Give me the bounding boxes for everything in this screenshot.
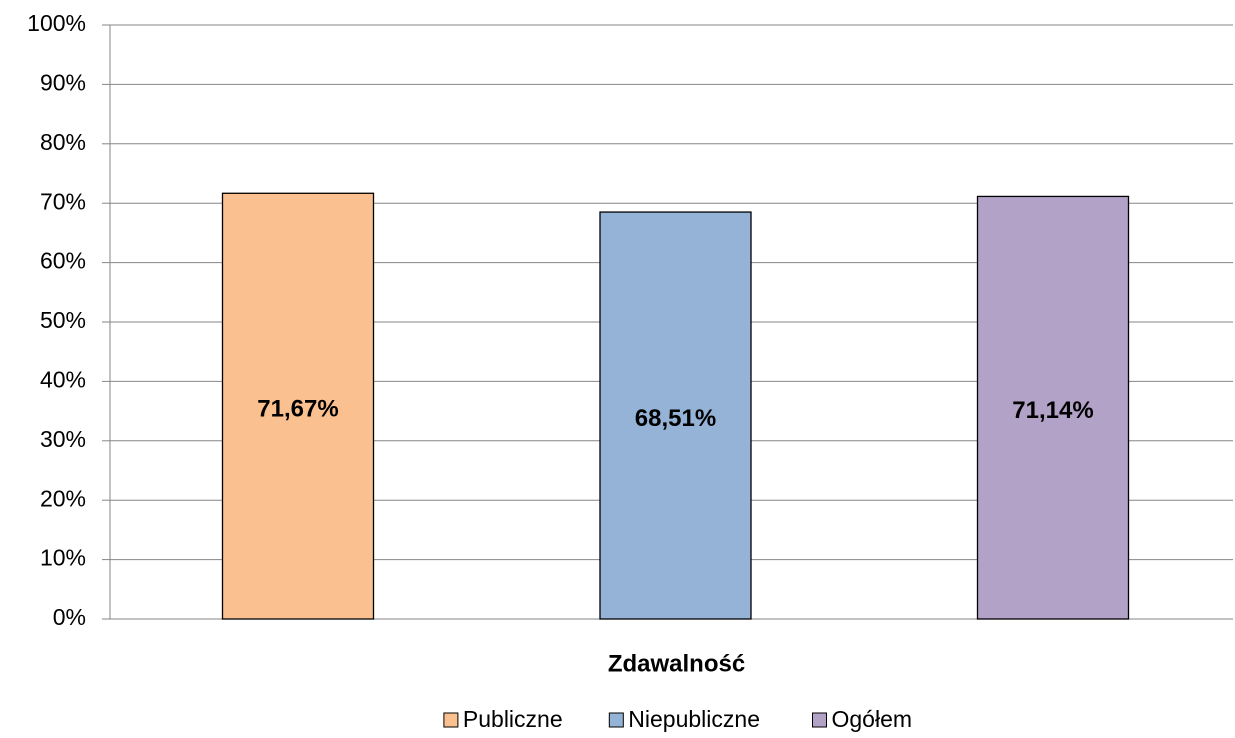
x-tick-label: Zdawalność bbox=[608, 650, 745, 677]
y-tick-label: 80% bbox=[40, 129, 86, 155]
legend-label: Ogółem bbox=[832, 706, 913, 732]
legend-label: Niepubliczne bbox=[628, 706, 760, 732]
y-tick-label: 20% bbox=[40, 485, 86, 511]
legend-swatch bbox=[608, 712, 624, 728]
legend-swatch bbox=[812, 712, 827, 728]
bar bbox=[221, 192, 375, 620]
y-tick-label: 30% bbox=[40, 426, 86, 452]
value-label: 71,14% bbox=[1012, 397, 1093, 424]
legend-swatch bbox=[443, 712, 459, 728]
y-tick-label: 50% bbox=[40, 307, 86, 333]
y-tick-label: 40% bbox=[40, 366, 86, 392]
y-tick-label: 90% bbox=[40, 69, 86, 95]
value-label: 71,67% bbox=[257, 395, 338, 422]
y-tick-label: 60% bbox=[40, 248, 86, 274]
bar bbox=[599, 211, 752, 620]
value-label: 68,51% bbox=[635, 405, 716, 432]
y-tick-label: 10% bbox=[40, 545, 86, 571]
bar bbox=[976, 195, 1130, 620]
y-tick-label: 70% bbox=[40, 188, 86, 214]
legend-label: Publiczne bbox=[463, 706, 563, 732]
y-tick-label: 100% bbox=[27, 10, 86, 36]
y-tick-label: 0% bbox=[53, 604, 86, 630]
